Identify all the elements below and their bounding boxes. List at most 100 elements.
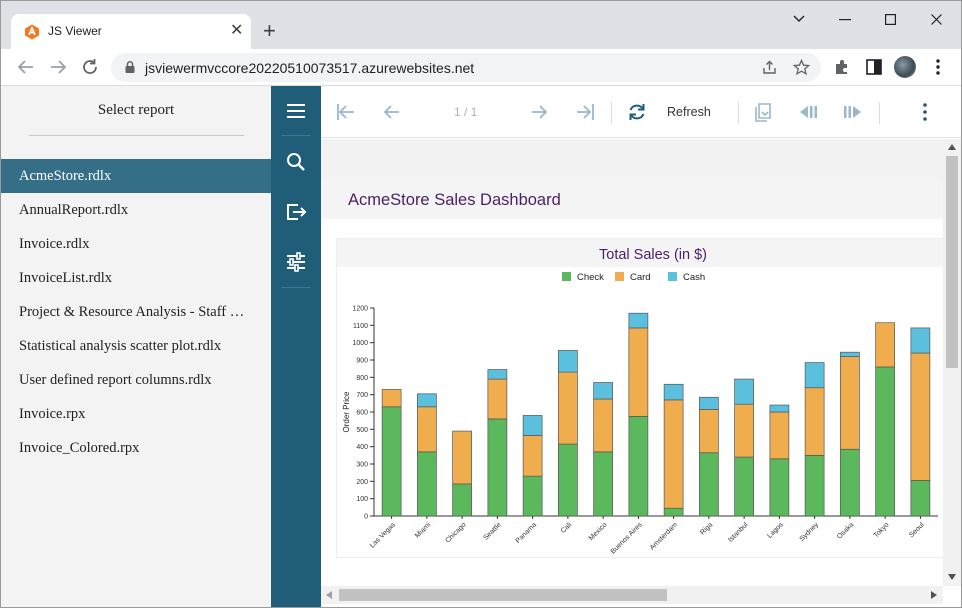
search-icon[interactable]: [284, 150, 308, 174]
bar-segment-card: [558, 371, 578, 445]
x-tick-label: Tokyo: [873, 521, 891, 539]
export-icon[interactable]: [284, 200, 308, 224]
bar-segment-card: [734, 403, 754, 458]
bar-segment-check: [840, 448, 860, 517]
next-page-icon[interactable]: [529, 101, 551, 123]
scroll-right-icon[interactable]: [931, 591, 937, 599]
bar-segment-card: [769, 411, 790, 460]
bar-segment-card: [417, 406, 437, 453]
report-list-item[interactable]: Project & Resource Analysis - Staff Mana…: [19, 304, 271, 320]
previous-page-icon[interactable]: [380, 101, 402, 123]
address-bar[interactable]: jsviewermvccore20220510073517.azurewebsi…: [111, 53, 821, 82]
sidebar-divider: [281, 287, 311, 288]
bar-segment-card: [381, 389, 402, 408]
legend-swatch: [562, 272, 571, 281]
bar-segment-cash: [910, 327, 931, 354]
url-text[interactable]: jsviewermvccore20220510073517.azurewebsi…: [145, 60, 475, 76]
toolbar-separator: [879, 102, 880, 124]
scroll-down-icon[interactable]: [948, 574, 956, 580]
report-list-item[interactable]: Statistical analysis scatter plot.rdlx: [19, 338, 222, 354]
first-page-icon[interactable]: [335, 101, 357, 123]
bar-segment-cash: [663, 383, 684, 401]
maximize-icon[interactable]: [885, 14, 896, 25]
bar-segment-check: [699, 452, 719, 517]
legend-label: Cash: [683, 272, 705, 283]
x-tick-label: Sydney: [799, 521, 821, 543]
bar-segment-cash: [417, 393, 437, 408]
toolbar-separator: [611, 102, 612, 124]
backward-history-icon[interactable]: [797, 101, 819, 123]
last-page-icon[interactable]: [574, 101, 596, 123]
parameters-sliders-icon[interactable]: [284, 250, 308, 274]
bar-segment-card: [487, 378, 508, 420]
bar-segment-cash: [699, 396, 719, 410]
side-panel-icon[interactable]: [864, 57, 884, 77]
bar-segment-check: [558, 443, 578, 517]
report-list-item[interactable]: Invoice.rpx: [19, 406, 86, 422]
report-list-item[interactable]: Invoice.rdlx: [19, 236, 90, 252]
bar-segment-check: [663, 507, 684, 517]
scroll-up-icon[interactable]: [948, 144, 956, 150]
y-tick-label: 0: [364, 514, 368, 521]
heading-divider: [29, 135, 244, 136]
report-list-item[interactable]: Invoice_Colored.rpx: [19, 440, 140, 456]
report-viewport[interactable]: AcmeStore Sales Dashboard Total Sales (i…: [321, 139, 943, 586]
report-list-item[interactable]: User defined report columns.rdlx: [19, 372, 212, 388]
refresh-icon[interactable]: [626, 101, 648, 123]
bookmark-star-icon[interactable]: [793, 59, 810, 76]
sidebar-divider: [281, 135, 311, 136]
report-list-item[interactable]: InvoiceList.rdlx: [19, 270, 113, 286]
vertical-scrollbar[interactable]: [943, 139, 961, 586]
bar-segment-check: [452, 483, 472, 517]
chart-title: Total Sales (in $): [599, 247, 707, 263]
lock-icon[interactable]: [123, 60, 137, 74]
x-tick-label: Lagos: [766, 521, 785, 540]
bar-segment-check: [417, 451, 437, 517]
bar-segment-check: [804, 454, 825, 517]
new-tab-button[interactable]: +: [263, 18, 276, 43]
tab-search-chevron-icon[interactable]: [793, 15, 805, 23]
report-selection-panel: Select report AcmeStore.rdlx AnnualReport…: [1, 86, 271, 607]
horizontal-scroll-thumb[interactable]: [339, 589, 667, 601]
x-tick-label: Osaka: [836, 521, 855, 540]
bar-segment-check: [875, 366, 895, 517]
extensions-puzzle-icon[interactable]: [832, 57, 852, 77]
bar-segment-check: [910, 480, 931, 517]
browser-menu-icon[interactable]: [928, 57, 948, 77]
hamburger-menu-icon[interactable]: [284, 99, 308, 123]
minimize-icon[interactable]: [839, 19, 851, 21]
report-list-item[interactable]: AnnualReport.rdlx: [19, 202, 129, 218]
report-list: AcmeStore.rdlx AnnualReport.rdlx Invoice.r…: [1, 159, 271, 465]
refresh-button[interactable]: Refresh: [667, 105, 711, 119]
report-page: AcmeStore Sales Dashboard Total Sales (i…: [321, 179, 943, 586]
forward-history-icon[interactable]: [842, 101, 864, 123]
share-icon[interactable]: [761, 59, 778, 76]
back-arrow-icon[interactable]: [15, 56, 37, 78]
y-axis-label: Order Price: [342, 391, 351, 432]
bar-segment-cash: [804, 362, 825, 389]
tab-close-icon[interactable]: ✕: [230, 22, 244, 39]
toolbar-separator: [738, 102, 739, 124]
report-list-item[interactable]: AcmeStore.rdlx: [1, 159, 271, 193]
more-options-icon[interactable]: [914, 101, 936, 123]
browser-tab[interactable]: JS Viewer ✕: [11, 14, 251, 49]
profile-avatar[interactable]: [894, 56, 916, 78]
scroll-left-icon[interactable]: [326, 591, 332, 599]
bar-segment-cash: [487, 369, 508, 380]
legend-swatch: [668, 272, 677, 281]
legend-label: Check: [577, 272, 604, 283]
reload-icon[interactable]: [79, 56, 101, 78]
page-indicator[interactable]: 1 / 1: [454, 105, 478, 119]
bar-segment-card: [910, 352, 931, 481]
vertical-scroll-thumb[interactable]: [946, 156, 958, 368]
x-tick-label: Chicago: [444, 521, 467, 544]
bar-segment-cash: [769, 404, 790, 413]
js-viewer-favicon-icon: [25, 24, 39, 40]
y-tick-label: 500: [356, 427, 368, 434]
horizontal-scrollbar[interactable]: [321, 586, 943, 604]
print-layout-icon[interactable]: [752, 101, 774, 123]
forward-arrow-icon[interactable]: [47, 56, 69, 78]
window-close-icon[interactable]: [931, 14, 942, 25]
bar-segment-card: [875, 322, 895, 368]
